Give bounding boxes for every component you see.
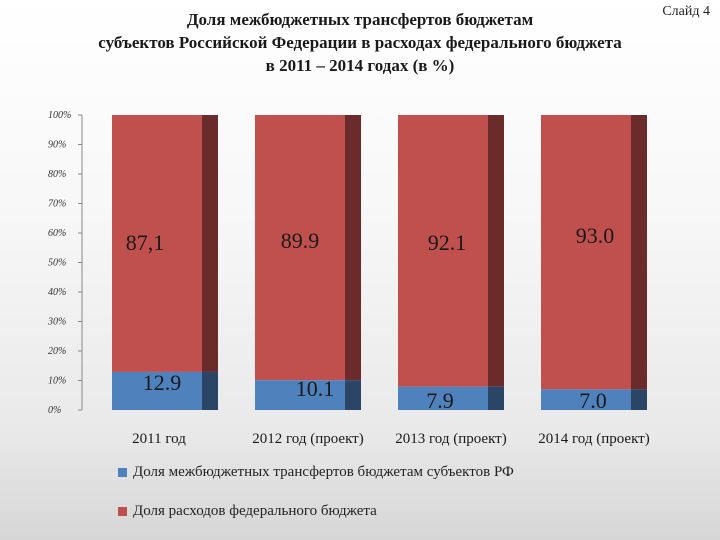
y-tick-label: 40% <box>48 287 66 298</box>
x-category-label: 2013 год (проект) <box>395 431 506 447</box>
title-line-2: субъектов Российской Федерации в расхода… <box>98 33 622 52</box>
bar-transfers-side-4 <box>631 389 647 410</box>
chart-title: Доля межбюджетных трансфертов бюджетам с… <box>20 8 700 77</box>
legend: Доля межбюджетных трансфертов бюджетам с… <box>118 462 514 540</box>
data-label-transfers-3: 7.9 <box>426 388 454 413</box>
y-tick-label: 70% <box>48 199 66 210</box>
data-label-budget-3: 92.1 <box>428 230 467 255</box>
data-label-budget-1: 87,1 <box>126 230 165 255</box>
bar-budget-side-2 <box>345 115 361 381</box>
y-tick-label: 0% <box>48 405 61 416</box>
bar-transfers-1 <box>112 371 202 410</box>
legend-swatch-budget <box>118 506 127 516</box>
bar-budget-side-3 <box>488 115 504 387</box>
title-line-1: Доля межбюджетных трансфертов бюджетам <box>186 10 534 29</box>
bar-budget-4 <box>541 115 631 390</box>
bar-transfers-4 <box>541 389 631 410</box>
bar-budget-1 <box>112 115 202 372</box>
bar-transfers-3 <box>398 386 488 410</box>
x-category-label: 2014 год (проект) <box>538 431 649 447</box>
y-tick-label: 90% <box>48 140 66 151</box>
data-label-budget-4: 93.0 <box>576 223 615 248</box>
legend-item-transfers: Доля межбюджетных трансфертов бюджетам с… <box>118 462 514 482</box>
bar-budget-side-4 <box>631 115 647 390</box>
y-tick-label: 80% <box>48 169 66 180</box>
title-line-3: в 2011 – 2014 годах (в %) <box>265 56 455 75</box>
legend-label-budget: Доля расходов федерального бюджета <box>133 502 377 519</box>
stacked-bar-chart: 0% 10% 20% 30% 40% 50% 60% 70% 80% 90% 100% 2011 го… <box>47 110 650 447</box>
slide-number: Слайд 4 <box>662 4 710 19</box>
data-label-transfers-4: 7.0 <box>579 388 607 413</box>
data-label-transfers-1: 12.9 <box>143 370 182 395</box>
y-tick-label: 100% <box>48 110 71 121</box>
y-tick-label: 20% <box>48 346 66 357</box>
y-tick-label: 30% <box>47 317 66 328</box>
legend-swatch-transfers <box>118 467 127 477</box>
legend-label-transfers: Доля межбюджетных трансфертов бюджетам с… <box>133 463 514 480</box>
legend-item-budget: Доля расходов федерального бюджета <box>118 501 514 521</box>
y-tick-label: 60% <box>48 228 66 239</box>
bar-budget-2 <box>255 115 345 381</box>
bar-transfers-side-1 <box>202 371 218 410</box>
data-label-budget-2: 89.9 <box>281 228 320 253</box>
bar-transfers-2 <box>255 380 345 410</box>
bar-transfers-side-2 <box>345 380 361 410</box>
bar-budget-side-1 <box>202 115 218 372</box>
bar-budget-3 <box>398 115 488 387</box>
x-category-label: 2011 год <box>132 431 186 447</box>
y-tick-label: 50% <box>48 258 66 269</box>
data-label-transfers-2: 10.1 <box>296 376 335 401</box>
x-category-label: 2012 год (проект) <box>252 431 363 447</box>
y-tick-label: 10% <box>48 376 66 387</box>
bar-transfers-side-3 <box>488 386 504 410</box>
